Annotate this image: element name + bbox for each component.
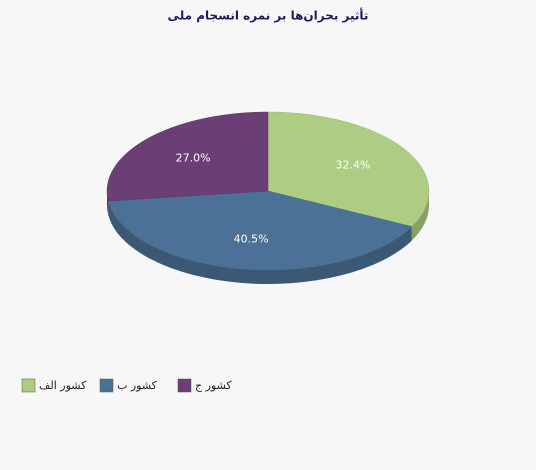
slice	[106, 111, 269, 202]
legend-swatch	[21, 378, 36, 393]
slice-side	[411, 191, 429, 241]
chart-title: تأثیر بحران‌ها بر نمره انسجام ملی	[168, 8, 369, 24]
legend-swatch	[177, 378, 192, 393]
legend-swatch	[99, 378, 114, 393]
value-label: 40.5%	[234, 232, 269, 245]
slice	[267, 111, 430, 227]
slice-side	[108, 201, 412, 284]
legend-label: کشور ج	[195, 379, 232, 392]
legend-label: کشور الف	[39, 379, 87, 392]
slice	[107, 190, 413, 271]
value-label: 32.4%	[336, 158, 371, 171]
legend-label: کشور ب	[117, 379, 158, 392]
value-label: 27.0%	[176, 152, 211, 165]
